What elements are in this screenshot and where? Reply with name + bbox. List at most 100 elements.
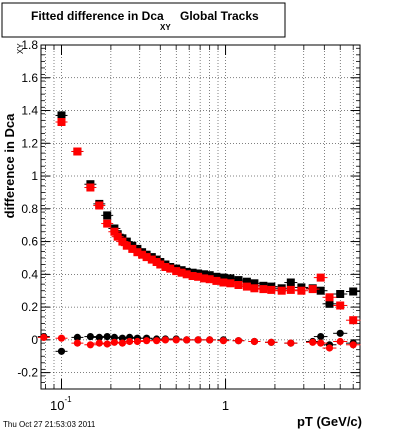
square-marker — [325, 299, 334, 308]
square-marker — [212, 272, 221, 281]
square-marker — [57, 111, 66, 120]
title-frame — [1, 2, 286, 38]
square-marker — [336, 301, 345, 310]
circle-marker — [309, 338, 317, 346]
square-marker — [277, 286, 286, 295]
square-marker — [122, 241, 131, 250]
circle-marker — [57, 347, 66, 355]
square-marker — [250, 279, 259, 288]
square-marker — [73, 147, 82, 156]
circle-marker — [267, 338, 275, 346]
square-marker — [95, 201, 104, 210]
chart-title-subscript: XY — [160, 23, 171, 32]
circle-marker — [287, 339, 295, 347]
circle-marker — [349, 341, 357, 349]
square-marker — [86, 183, 95, 192]
y-tick-label: 0.4 — [21, 267, 38, 281]
square-marker — [226, 279, 235, 288]
x-tick-label: 1 — [222, 398, 229, 413]
chart-title-suffix: Global Tracks — [180, 9, 259, 23]
circle-marker — [234, 337, 243, 345]
square-marker — [234, 276, 243, 285]
circle-marker — [95, 339, 103, 347]
square-marker — [336, 290, 345, 298]
circle-marker — [126, 337, 134, 346]
square-marker — [200, 270, 209, 279]
timestamp-label: Thu Oct 27 21:53:03 2011 — [3, 420, 96, 429]
square-marker — [177, 268, 186, 277]
circle-marker — [40, 333, 48, 341]
square-marker — [156, 260, 165, 269]
axes: -0.2 0 0.2 0.4 0.6 0.8 1 1.2 1.4 1.6 1.8 10 -1 1 — [17, 38, 360, 413]
square-marker — [349, 287, 358, 296]
x-axis-title: pT (GeV/c) — [297, 414, 362, 429]
y-tick-label: 0.8 — [21, 202, 38, 216]
x-tick-label: 10 — [50, 398, 64, 413]
grid-lines — [41, 44, 360, 389]
square-marker — [110, 227, 119, 236]
y-axis-title: difference in Dca — [2, 113, 17, 219]
square-marker — [133, 248, 142, 257]
circle-marker — [73, 333, 81, 341]
square-marker — [267, 285, 276, 294]
square-marker — [103, 211, 112, 220]
square-marker — [166, 264, 175, 273]
square-marker — [325, 293, 334, 302]
square-marker — [349, 316, 358, 325]
square-marker — [182, 270, 191, 279]
circle-marker — [250, 337, 258, 346]
circle-marker — [103, 340, 111, 348]
y-tick-label: 1.6 — [21, 71, 38, 85]
y-axis-title-subscript: XY — [16, 43, 25, 54]
y-tick-label: 0 — [31, 333, 38, 347]
circle-marker — [110, 338, 118, 346]
y-tick-label: -0.2 — [17, 366, 38, 380]
square-marker — [142, 253, 151, 262]
square-marker — [242, 277, 251, 286]
circle-marker — [317, 339, 325, 347]
square-marker — [172, 267, 181, 276]
circle-marker — [219, 337, 227, 345]
square-marker — [316, 286, 325, 295]
y-axis-title-group: difference in Dca XY — [2, 43, 25, 219]
data-markers — [37, 111, 361, 355]
circle-marker — [183, 336, 191, 344]
square-marker — [286, 285, 295, 294]
square-marker — [259, 285, 268, 294]
square-marker — [308, 285, 317, 294]
y-tick-label: 0.6 — [21, 235, 38, 249]
y-tick-label: 1.2 — [21, 136, 38, 150]
square-marker — [113, 232, 122, 241]
square-marker — [103, 219, 112, 228]
circle-marker — [172, 336, 180, 344]
title-box: Fitted difference in Dca XY Global Track… — [1, 2, 286, 38]
circle-marker — [73, 339, 81, 347]
square-marker — [188, 272, 197, 280]
square-marker — [226, 274, 235, 283]
circle-marker — [153, 337, 161, 345]
circle-marker — [86, 341, 94, 349]
circle-marker — [95, 333, 103, 341]
square-marker — [219, 273, 228, 282]
square-marker — [200, 274, 209, 283]
y-tick-label: 1.8 — [21, 38, 38, 52]
circle-marker — [317, 333, 325, 341]
square-marker — [316, 273, 325, 282]
square-marker — [286, 278, 295, 287]
circle-marker — [118, 339, 126, 347]
circle-marker — [206, 336, 214, 344]
square-marker — [219, 278, 228, 287]
y-tick-label: 1 — [31, 169, 38, 183]
y-tick-label: 0.2 — [21, 300, 38, 314]
square-marker — [147, 255, 156, 264]
square-marker — [297, 286, 306, 295]
square-marker — [161, 263, 170, 271]
circle-marker — [103, 333, 111, 341]
square-marker — [128, 244, 137, 253]
circle-marker — [133, 337, 141, 346]
circle-marker — [86, 333, 94, 341]
circle-marker — [161, 336, 169, 344]
circle-marker — [336, 329, 344, 337]
circle-marker — [194, 336, 202, 344]
